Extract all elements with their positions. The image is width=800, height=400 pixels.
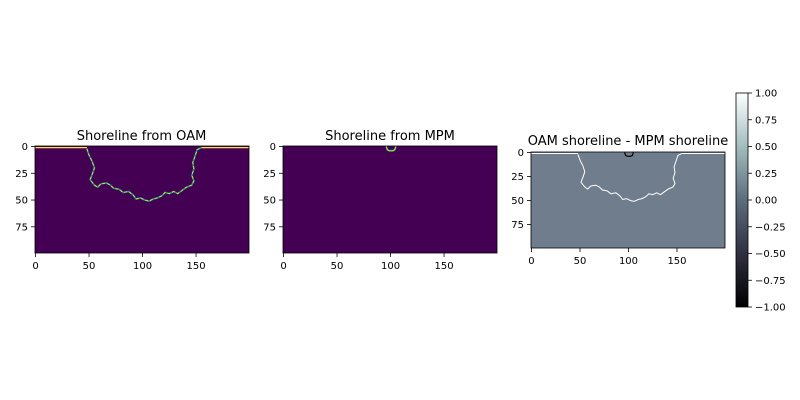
axis-ticks-oam: 0 50 100 150 0 25 50 75 bbox=[15, 142, 205, 272]
y-tick-label: 50 bbox=[15, 196, 28, 207]
colorbar-tick-label: 1.00 bbox=[755, 89, 777, 100]
x-tick-label: 50 bbox=[83, 261, 96, 272]
y-tick-label: 50 bbox=[263, 196, 276, 207]
colorbar-tick-label: −1.00 bbox=[755, 303, 786, 314]
x-tick-label: 50 bbox=[574, 256, 587, 267]
y-tick-label: 75 bbox=[511, 220, 524, 231]
axis-ticks-mpm: 0 50 100 150 0 25 50 75 bbox=[263, 142, 453, 272]
axis-ticks-difference: 0 50 100 150 0 25 50 75 bbox=[511, 148, 686, 267]
axes-frame-difference bbox=[530, 151, 726, 249]
panel-shoreline-difference: OAM shoreline - MPM shoreline 0 50 100 1500… bbox=[511, 134, 728, 267]
colorbar-tick-label: 0.50 bbox=[755, 142, 777, 153]
chart-title-difference: OAM shoreline - MPM shoreline bbox=[528, 134, 729, 149]
x-tick-label: 150 bbox=[186, 261, 205, 272]
y-tick-label: 25 bbox=[511, 172, 524, 183]
colorbar-tick-label: 0.25 bbox=[755, 169, 777, 180]
colorbar-tick-label: −0.50 bbox=[755, 249, 786, 260]
shoreline-trace-mpm bbox=[385, 146, 397, 152]
axes-frame-oam bbox=[34, 145, 250, 254]
shoreline-trace-difference bbox=[531, 152, 725, 202]
chart-title-mpm: Shoreline from MPM bbox=[325, 129, 455, 144]
shoreline-trace-oam bbox=[35, 146, 249, 202]
x-tick-label: 0 bbox=[280, 261, 286, 272]
heatmap-difference bbox=[531, 152, 725, 248]
panel-mpm-shoreline: Shoreline from MPM 0 50 100 150 0 25 50 75 bbox=[263, 129, 498, 272]
shoreline-curve bbox=[385, 146, 397, 152]
y-tick-label: 25 bbox=[15, 169, 28, 180]
shoreline-curve bbox=[86, 147, 202, 202]
x-tick-label: 0 bbox=[528, 256, 534, 267]
x-tick-label: 100 bbox=[619, 256, 638, 267]
chart-title-oam: Shoreline from OAM bbox=[77, 129, 207, 144]
x-tick-label: 150 bbox=[667, 256, 686, 267]
y-tick-label: 0 bbox=[22, 142, 28, 153]
colorbar-tick-label: 0.00 bbox=[755, 196, 777, 207]
x-tick-label: 150 bbox=[434, 261, 453, 272]
x-tick-label: 100 bbox=[381, 261, 400, 272]
heatmap-mpm bbox=[283, 146, 497, 253]
x-tick-label: 50 bbox=[331, 261, 344, 272]
colorbar-tick-label: −0.75 bbox=[755, 276, 786, 287]
x-tick-label: 100 bbox=[133, 261, 152, 272]
difference-negative-curve bbox=[624, 152, 634, 157]
difference-positive-curve bbox=[577, 152, 683, 202]
colorbar-tick-label: 0.75 bbox=[755, 115, 777, 126]
colorbar-gradient bbox=[735, 92, 749, 308]
y-tick-label: 75 bbox=[263, 222, 276, 233]
colorbar: 1.00 0.75 0.50 0.25 0.00 −0.25 −0.50 −0.75 −1.00 bbox=[735, 89, 786, 314]
panel-oam-shoreline: Shoreline from OAM 0 50 100 150 0 25 50 75 bbox=[15, 129, 250, 272]
y-tick-label: 75 bbox=[15, 222, 28, 233]
colorbar-tick-label: −0.25 bbox=[755, 222, 786, 233]
y-tick-label: 25 bbox=[263, 169, 276, 180]
y-tick-label: 0 bbox=[518, 148, 524, 159]
y-tick-label: 0 bbox=[270, 142, 276, 153]
axes-frame-mpm bbox=[282, 145, 498, 254]
x-tick-label: 0 bbox=[32, 261, 38, 272]
y-tick-label: 50 bbox=[511, 196, 524, 207]
colorbar-ticks: 1.00 0.75 0.50 0.25 0.00 −0.25 −0.50 −0.75 −1.00 bbox=[748, 89, 786, 314]
